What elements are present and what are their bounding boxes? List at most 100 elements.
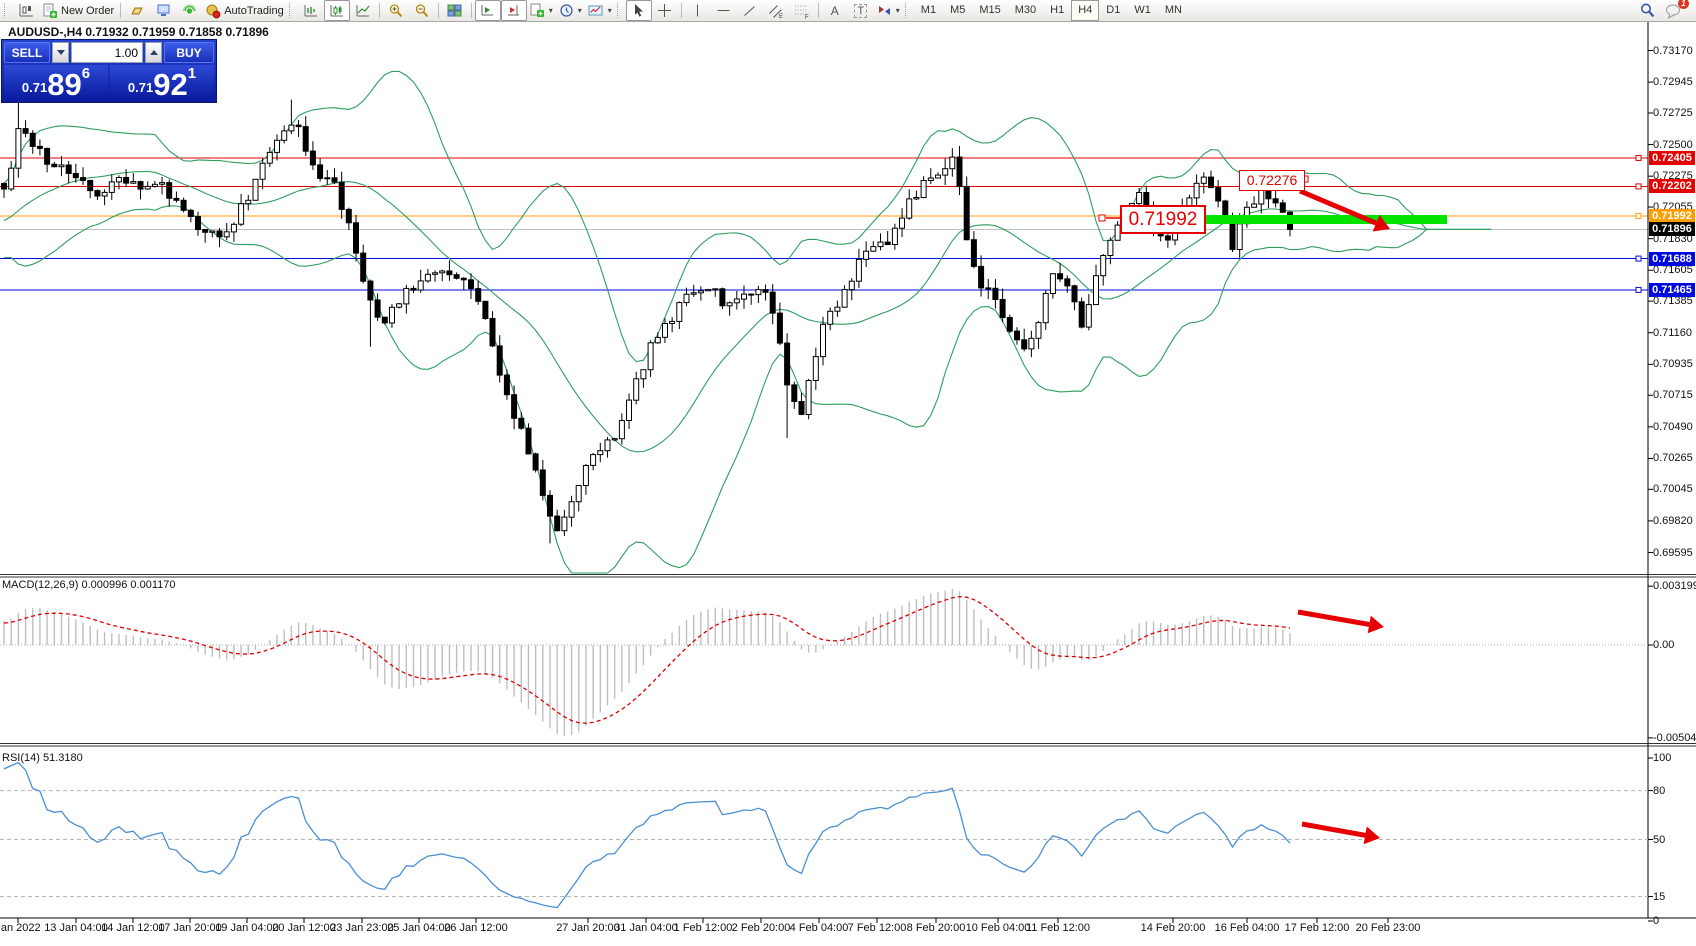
time-axis-label: 4 Feb 04:00 bbox=[789, 922, 849, 934]
line-end-marker bbox=[1635, 255, 1642, 262]
time-axis-label: 31 Jan 04:00 bbox=[614, 922, 678, 934]
volume-input[interactable] bbox=[71, 42, 143, 63]
ask-prefix: 0.71 bbox=[127, 80, 154, 95]
time-axis-label: Jan 2022 bbox=[0, 922, 41, 934]
timeframe-M1[interactable]: M1 bbox=[920, 4, 937, 16]
bid-pipette: 6 bbox=[81, 65, 91, 82]
toolbar-separator bbox=[120, 3, 122, 18]
line-end-marker bbox=[1635, 286, 1642, 293]
time-axis-label: 10 Feb 04:00 bbox=[965, 922, 1031, 934]
time-axis-label: 25 Jan 04:00 bbox=[387, 922, 451, 934]
dropdown-caret-icon: ▾ bbox=[895, 6, 900, 15]
rsi-tick-label: 0 bbox=[1653, 915, 1660, 927]
vertical-line-tool-button[interactable] bbox=[685, 0, 711, 21]
chart-shift-button[interactable] bbox=[500, 0, 527, 21]
price-tick-label: 0.71385 bbox=[1653, 295, 1693, 308]
red-trend-arrow bbox=[1301, 821, 1366, 838]
notification-badge: 1 bbox=[1678, 0, 1689, 9]
auto-scroll-button[interactable] bbox=[474, 0, 501, 21]
red-trend-arrow-head bbox=[1372, 214, 1390, 232]
zoom-out-button[interactable] bbox=[409, 0, 435, 21]
annotation-support-price-label[interactable]: 0.71992 bbox=[1120, 205, 1206, 234]
rsi-line bbox=[3, 761, 1291, 909]
periods-button[interactable]: ▾ bbox=[556, 0, 585, 21]
notifications-button[interactable]: 1 bbox=[1660, 0, 1689, 21]
time-axis-label: 20 Feb 23:00 bbox=[1355, 922, 1421, 934]
price-tick-label: 0.72275 bbox=[1653, 170, 1693, 183]
templates-button[interactable]: ▾ bbox=[585, 0, 615, 21]
bid-big-digits: 89 bbox=[47, 67, 82, 102]
time-axis-label: 14 Feb 20:00 bbox=[1140, 922, 1206, 934]
tile-windows-button[interactable] bbox=[442, 0, 468, 21]
rsi-tick-label: 50 bbox=[1653, 833, 1666, 846]
toolbar-separator bbox=[817, 3, 819, 18]
text-label-tool-button[interactable]: T bbox=[848, 0, 874, 21]
search-button[interactable] bbox=[1634, 0, 1660, 21]
search-icon bbox=[1640, 3, 1654, 18]
toolbar-grip bbox=[4, 3, 9, 18]
autotrading-button[interactable]: AutoTrading bbox=[202, 0, 287, 21]
new-order-icon bbox=[43, 3, 57, 18]
autotrading-label: AutoTrading bbox=[224, 4, 284, 17]
new-order-button[interactable]: New Order bbox=[39, 0, 117, 21]
new-order-label: New Order bbox=[61, 4, 115, 17]
time-axis-label: 27 Jan 20:00 bbox=[556, 922, 620, 934]
toolbar-grip bbox=[288, 3, 294, 18]
timeframe-MN[interactable]: MN bbox=[1164, 4, 1182, 16]
bar-chart-mode-button[interactable] bbox=[298, 0, 324, 21]
trendline-tool-button[interactable] bbox=[737, 0, 763, 21]
time-axis-label: 11 Feb 12:00 bbox=[1025, 922, 1091, 934]
market-watch-gold-icon[interactable] bbox=[124, 0, 150, 21]
price-tick-label: 0.71160 bbox=[1653, 326, 1692, 339]
chart-window-icon[interactable] bbox=[13, 0, 39, 21]
macd-histogram bbox=[3, 588, 1291, 737]
buy-button[interactable]: BUY bbox=[164, 42, 214, 63]
bid-price[interactable]: 0.71 89 6 bbox=[4, 65, 108, 100]
chat-bubble-icon bbox=[1665, 4, 1680, 19]
text-tool-button[interactable]: A bbox=[822, 0, 848, 21]
line-end-marker bbox=[1635, 154, 1642, 161]
timeframe-H1[interactable]: H1 bbox=[1050, 4, 1065, 16]
crosshair-tool-button[interactable] bbox=[652, 0, 678, 21]
chevron-down-icon bbox=[56, 50, 65, 55]
annotation-resistance-price-label[interactable]: 0.72276 bbox=[1239, 170, 1305, 191]
red-trend-arrow-head bbox=[1363, 826, 1380, 845]
time-axis-label: 14 Jan 12:00 bbox=[101, 922, 165, 934]
signal-icon[interactable] bbox=[176, 0, 202, 21]
price-tick-label: 0.70935 bbox=[1653, 358, 1693, 371]
time-axis-label: 8 Feb 20:00 bbox=[906, 922, 966, 934]
chart-title: AUDUSD-,H4 0.71932 0.71959 0.71858 0.718… bbox=[8, 25, 269, 39]
new-chart-button[interactable]: ▾ bbox=[527, 0, 556, 21]
horizontal-line-tool-button[interactable] bbox=[711, 0, 737, 21]
sell-button[interactable]: SELL bbox=[4, 42, 50, 63]
red-trend-arrow-head bbox=[1367, 615, 1384, 634]
timeframe-H4[interactable]: H4 bbox=[1071, 0, 1100, 21]
ask-price[interactable]: 0.71 92 1 bbox=[110, 65, 214, 100]
zoom-in-button[interactable] bbox=[383, 0, 409, 21]
autotrading-icon bbox=[206, 4, 221, 18]
price-tag: 0.71992 bbox=[1649, 208, 1695, 223]
timeframe-W1[interactable]: W1 bbox=[1134, 4, 1151, 16]
time-axis-label: 7 Feb 12:00 bbox=[847, 922, 907, 934]
macd-indicator-label: MACD(12,26,9) 0.000996 0.001170 bbox=[2, 579, 176, 591]
toolbar-separator bbox=[470, 3, 472, 18]
equidistant-channel-tool-button[interactable]: E bbox=[763, 0, 789, 21]
timeframe-M5[interactable]: M5 bbox=[950, 4, 966, 16]
fibonacci-tool-button[interactable]: F bbox=[789, 0, 815, 21]
timeframe-M15[interactable]: M15 bbox=[979, 4, 1001, 16]
terminal-icon[interactable] bbox=[150, 0, 176, 21]
toolbar-separator bbox=[378, 3, 380, 18]
price-tag: 0.71688 bbox=[1649, 251, 1695, 266]
arrows-tool-button[interactable]: ▾ bbox=[874, 0, 903, 21]
cursor-tool-button[interactable] bbox=[625, 0, 652, 21]
line-chart-mode-button[interactable] bbox=[350, 0, 376, 21]
bollinger-middle-band bbox=[3, 170, 1492, 453]
timeframe-M30[interactable]: M30 bbox=[1014, 4, 1037, 16]
volume-increase-button[interactable] bbox=[145, 42, 162, 63]
volume-decrease-button[interactable] bbox=[52, 42, 69, 63]
timeframe-D1[interactable]: D1 bbox=[1106, 4, 1121, 16]
candlestick-mode-button[interactable] bbox=[323, 0, 350, 21]
